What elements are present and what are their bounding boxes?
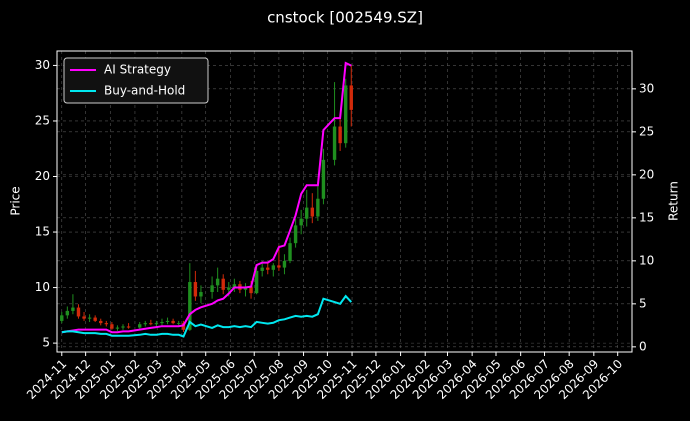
candle-body xyxy=(254,270,259,294)
y2-tick-label: 0 xyxy=(639,339,647,353)
candle-body xyxy=(110,324,114,329)
candle-body xyxy=(277,265,281,268)
y-tick-label: 5 xyxy=(42,336,50,350)
candle-body xyxy=(60,315,64,321)
y2-tick-label: 30 xyxy=(639,81,654,95)
candle-body xyxy=(87,317,92,319)
candle-body xyxy=(126,326,131,328)
legend-label: Buy-and-Hold xyxy=(104,84,185,98)
legend-label: AI Strategy xyxy=(104,63,171,77)
candle-body xyxy=(299,218,303,226)
candle-body xyxy=(188,282,192,330)
y-tick-label: 25 xyxy=(35,113,50,127)
legend-box xyxy=(63,57,209,104)
candle-body xyxy=(165,320,170,323)
candle-body xyxy=(305,207,309,219)
candle-body xyxy=(282,260,287,268)
candle-body xyxy=(154,323,159,325)
y2-tick-label: 20 xyxy=(639,167,654,181)
candle-body xyxy=(316,198,320,217)
candle-body xyxy=(332,126,337,160)
candle-body xyxy=(321,159,326,199)
candle-body xyxy=(260,267,264,271)
candle-body xyxy=(199,292,203,297)
candle-body xyxy=(82,316,86,319)
candle-body xyxy=(271,265,276,270)
candle-body xyxy=(181,323,186,330)
candle-body xyxy=(227,287,231,290)
candle-body xyxy=(65,310,70,316)
candle-body xyxy=(115,327,120,329)
candle-body xyxy=(71,307,75,311)
y2-tick-label: 15 xyxy=(639,210,654,224)
y-tick-label: 20 xyxy=(35,169,50,183)
y-axis-label: Price xyxy=(9,186,23,215)
plot-frame xyxy=(56,50,633,353)
candle-body xyxy=(215,278,220,286)
candle-body xyxy=(338,126,342,144)
candle-body xyxy=(93,317,97,321)
candle-body xyxy=(266,267,270,270)
candle-body xyxy=(76,307,81,317)
return-line xyxy=(61,61,352,334)
y-tick-label: 30 xyxy=(35,58,50,72)
candle-body xyxy=(104,323,109,325)
y2-tick-label: 5 xyxy=(639,296,647,310)
candle-body xyxy=(160,322,164,324)
y2-axis-label: Return xyxy=(667,181,681,221)
candle-body xyxy=(176,323,181,324)
y2-tick-label: 10 xyxy=(639,253,654,267)
candle-body xyxy=(149,323,153,325)
candle-body xyxy=(232,284,237,288)
candle-body xyxy=(349,85,353,110)
chart-title: cnstock [002549.SZ] xyxy=(267,9,423,27)
candle-body xyxy=(288,243,292,261)
candle-body xyxy=(143,323,147,325)
candle-body xyxy=(293,225,298,244)
return-line xyxy=(61,294,353,338)
candle-body xyxy=(310,207,314,217)
y-tick-label: 10 xyxy=(35,280,50,294)
candle-body xyxy=(343,85,348,144)
candle-body xyxy=(221,278,225,290)
candle-body xyxy=(121,326,125,328)
y2-tick-label: 25 xyxy=(639,124,654,138)
candle-body xyxy=(171,320,175,324)
y-tick-label: 15 xyxy=(35,225,50,239)
candle-body xyxy=(210,285,214,293)
candle-body xyxy=(99,320,103,324)
candle-body xyxy=(138,324,142,328)
candle-body xyxy=(193,282,198,297)
candle-body xyxy=(249,286,253,294)
